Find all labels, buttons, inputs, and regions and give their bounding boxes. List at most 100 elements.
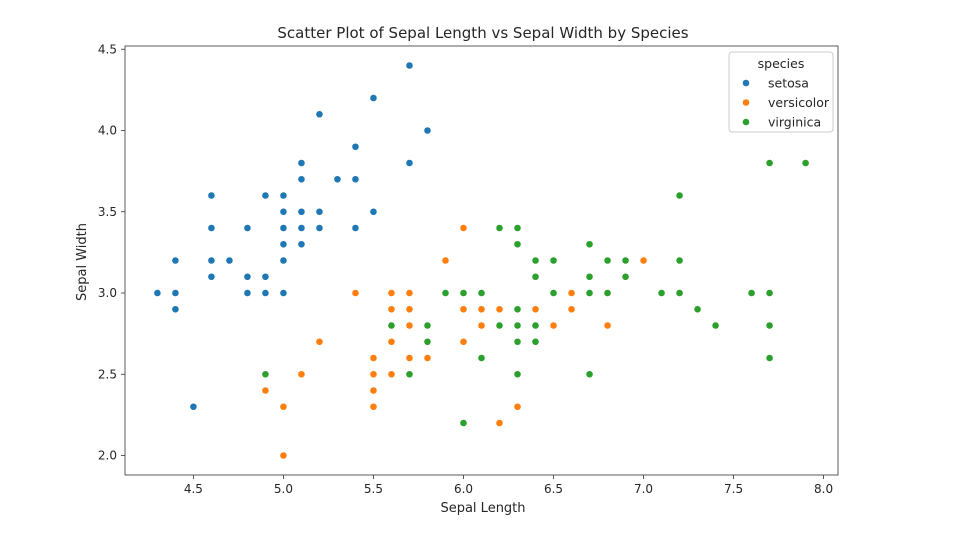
data-point-virginica (477, 289, 486, 297)
data-point-setosa (243, 272, 252, 281)
legend-title: species (758, 56, 805, 71)
data-point-virginica (675, 256, 684, 265)
x-tick-label: 7.5 (724, 482, 743, 496)
data-point-virginica (765, 354, 774, 362)
data-point-versicolor (369, 354, 378, 362)
data-point-virginica (603, 256, 612, 265)
data-point-versicolor (495, 419, 504, 427)
data-point-versicolor (639, 256, 648, 265)
data-point-virginica (513, 305, 522, 314)
data-point-setosa (351, 224, 360, 232)
data-point-virginica (675, 289, 684, 297)
data-point-setosa (261, 289, 270, 297)
data-point-versicolor (279, 451, 288, 460)
data-point-setosa (315, 224, 324, 232)
data-point-versicolor (405, 321, 414, 330)
data-point-virginica (261, 370, 270, 379)
data-point-versicolor (423, 354, 432, 362)
data-point-virginica (585, 370, 594, 379)
data-point-setosa (261, 191, 270, 200)
y-tick-label: 2.0 (98, 449, 117, 463)
data-point-versicolor (261, 386, 270, 395)
data-point-setosa (225, 256, 234, 265)
data-point-setosa (297, 175, 306, 184)
data-point-virginica (711, 321, 720, 330)
data-point-setosa (153, 289, 162, 297)
data-point-versicolor (549, 321, 558, 330)
y-axis-ticks: 2.0 2.5 3.0 3.5 4.0 4.5 (98, 42, 125, 463)
data-point-setosa (351, 142, 360, 151)
data-point-setosa (405, 61, 414, 70)
legend-label-virginica: virginica (768, 115, 821, 130)
legend-marker-versicolor (742, 98, 750, 107)
data-point-virginica (441, 289, 450, 297)
data-point-virginica (621, 272, 630, 281)
legend: species setosa versicolor virginica (728, 51, 834, 133)
legend-box (728, 51, 834, 133)
data-point-setosa (279, 207, 288, 216)
legend-label-versicolor: versicolor (768, 95, 830, 110)
data-point-virginica (693, 305, 702, 314)
data-point-setosa (243, 289, 252, 297)
data-point-setosa (369, 207, 378, 216)
data-point-versicolor (405, 354, 414, 362)
data-point-versicolor (351, 289, 360, 297)
x-tick-label: 6.5 (544, 482, 563, 496)
data-point-setosa (171, 289, 180, 297)
data-point-virginica (675, 191, 684, 200)
data-point-virginica (603, 289, 612, 297)
data-point-setosa (315, 207, 324, 216)
data-point-virginica (423, 321, 432, 330)
data-point-versicolor (567, 289, 576, 297)
data-point-virginica (801, 159, 810, 167)
data-point-versicolor (603, 321, 612, 330)
data-point-versicolor (513, 402, 522, 411)
x-tick-label: 8.0 (814, 482, 833, 496)
data-points (153, 61, 810, 460)
data-point-versicolor (387, 337, 396, 346)
data-point-setosa (243, 224, 252, 232)
data-point-versicolor (441, 256, 450, 265)
data-point-virginica (531, 337, 540, 346)
data-point-virginica (531, 256, 540, 265)
data-point-virginica (513, 224, 522, 232)
y-tick-label: 2.5 (98, 367, 117, 381)
data-point-setosa (279, 240, 288, 249)
data-point-virginica (531, 321, 540, 330)
data-point-virginica (513, 370, 522, 379)
data-point-virginica (495, 321, 504, 330)
data-point-versicolor (315, 337, 324, 346)
x-tick-label: 5.0 (274, 482, 293, 496)
data-point-versicolor (459, 305, 468, 314)
data-point-virginica (459, 289, 468, 297)
data-point-setosa (207, 272, 216, 281)
data-point-setosa (297, 159, 306, 167)
data-point-virginica (495, 224, 504, 232)
legend-label-setosa: setosa (768, 76, 809, 91)
data-point-virginica (459, 419, 468, 427)
data-point-setosa (297, 240, 306, 249)
data-point-setosa (297, 224, 306, 232)
chart-title: Scatter Plot of Sepal Length vs Sepal Wi… (277, 24, 688, 42)
data-point-setosa (279, 191, 288, 200)
data-point-versicolor (405, 289, 414, 297)
y-tick-label: 3.5 (98, 205, 117, 219)
data-point-setosa (369, 94, 378, 102)
data-point-setosa (207, 191, 216, 200)
data-point-setosa (351, 175, 360, 184)
x-tick-label: 4.5 (184, 482, 203, 496)
data-point-versicolor (495, 305, 504, 314)
data-point-virginica (657, 289, 666, 297)
data-point-setosa (171, 305, 180, 314)
data-point-virginica (387, 321, 396, 330)
data-point-virginica (423, 337, 432, 346)
y-axis-label: Sepal Width (75, 223, 90, 301)
x-tick-label: 6.0 (454, 482, 473, 496)
data-point-virginica (765, 159, 774, 167)
data-point-setosa (279, 256, 288, 265)
data-point-versicolor (387, 370, 396, 379)
legend-items: setosa versicolor virginica (742, 76, 830, 130)
data-point-versicolor (369, 386, 378, 395)
data-point-virginica (549, 256, 558, 265)
